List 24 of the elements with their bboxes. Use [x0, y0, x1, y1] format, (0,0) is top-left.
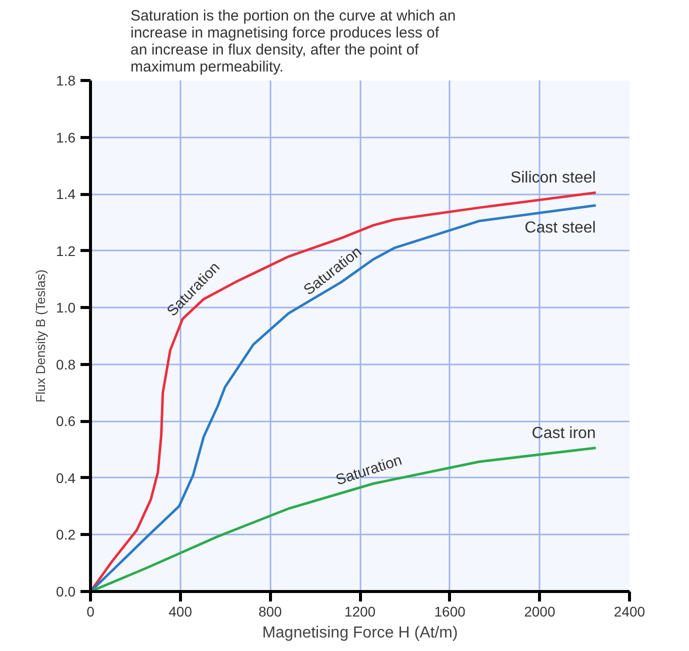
x-tick-label: 2000	[524, 604, 556, 620]
series-label: Cast iron	[532, 424, 596, 442]
series-label: Cast steel	[524, 219, 596, 236]
series-label: Silicon steel	[510, 170, 596, 187]
x-tick-label: 0	[86, 604, 95, 620]
y-tick-label: 1.2	[56, 242, 76, 259]
y-tick-label: 0.2	[56, 526, 76, 543]
text: Saturation is the portion on the curve at which an increase in magnetising force produces less of an increase in flux density, after the point of maximum permeability.	[130, 8, 456, 76]
x-axis-title: Magnetising Force H (At/m)	[262, 624, 458, 642]
y-tick-label: 0.4	[56, 470, 76, 486]
y-tick-label: 0.6	[56, 413, 76, 430]
y-tick-label: 1.0	[56, 300, 76, 316]
x-tick-label: 1200	[344, 604, 376, 620]
y-tick-label: 1.8	[56, 72, 76, 88]
y-tick-label: 0.8	[56, 356, 76, 372]
y-tick-label: 1.6	[56, 129, 76, 146]
y-tick-label: 0.0	[56, 584, 76, 600]
x-tick-label: 1600	[434, 604, 466, 620]
x-tick-label: 800	[258, 604, 282, 620]
y-axis-title: Flux Density B (Teslas)	[33, 270, 48, 402]
line-series	[90, 446, 598, 592]
x-tick-label: 400	[168, 604, 192, 620]
x-tick-label: 2400	[614, 604, 646, 620]
y-tick-label: 1.4	[56, 186, 76, 202]
